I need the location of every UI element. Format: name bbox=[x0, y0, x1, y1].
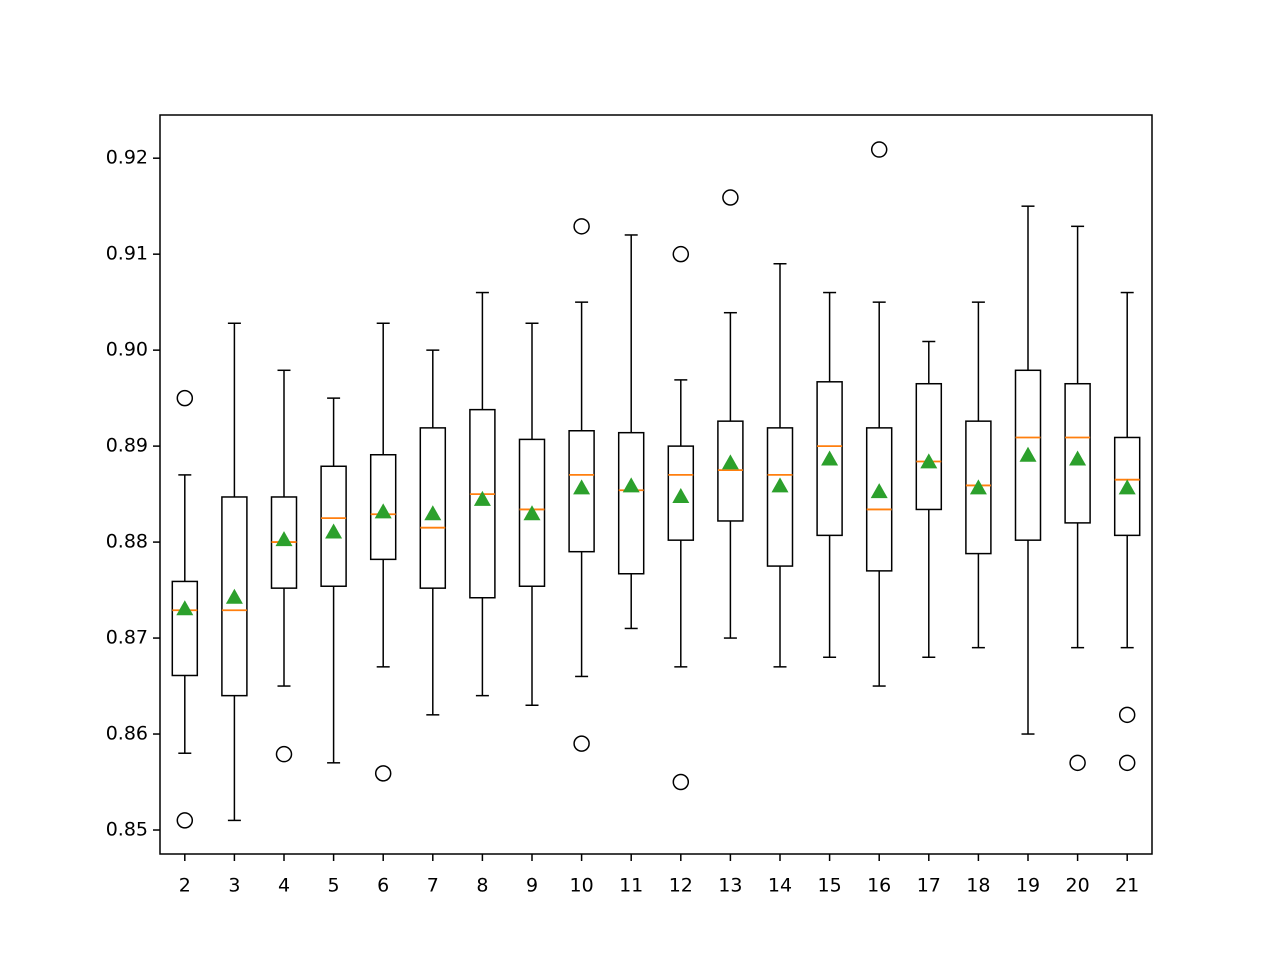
box bbox=[221, 496, 248, 697]
box bbox=[1113, 436, 1141, 537]
mean-marker bbox=[225, 588, 243, 604]
mean-marker bbox=[622, 477, 640, 493]
box bbox=[1064, 382, 1091, 524]
x-tick-label: 15 bbox=[818, 875, 842, 897]
mean-marker bbox=[1118, 479, 1136, 495]
box bbox=[369, 453, 397, 561]
mean-marker bbox=[325, 523, 343, 539]
x-tick-label: 10 bbox=[570, 875, 594, 897]
y-tick-label: 0.85 bbox=[106, 819, 148, 841]
x-tick-label: 16 bbox=[867, 875, 891, 897]
mean-marker bbox=[275, 531, 293, 547]
box bbox=[667, 445, 695, 541]
outlier bbox=[672, 245, 690, 263]
outlier bbox=[1118, 754, 1136, 772]
outlier bbox=[374, 765, 392, 782]
y-tick-label: 0.90 bbox=[106, 339, 148, 361]
outlier bbox=[672, 773, 690, 791]
mean-marker bbox=[821, 450, 839, 466]
y-tick-label: 0.88 bbox=[106, 531, 148, 553]
outlier bbox=[870, 141, 888, 158]
box bbox=[568, 430, 595, 553]
box bbox=[865, 427, 893, 572]
box bbox=[320, 465, 347, 587]
outlier bbox=[722, 189, 739, 206]
x-tick-label: 4 bbox=[278, 875, 290, 897]
x-tick-label: 11 bbox=[619, 875, 643, 897]
box bbox=[518, 438, 546, 587]
outlier bbox=[1069, 754, 1086, 772]
outlier bbox=[1118, 706, 1136, 724]
outlier bbox=[176, 389, 194, 407]
y-tick-label: 0.87 bbox=[106, 627, 148, 649]
y-tick-label: 0.86 bbox=[106, 723, 148, 745]
x-tick-label: 7 bbox=[427, 875, 439, 897]
x-tick-label: 20 bbox=[1066, 875, 1090, 897]
box bbox=[1014, 369, 1042, 541]
box bbox=[419, 427, 447, 589]
outlier bbox=[275, 745, 293, 763]
mean-marker bbox=[1019, 446, 1037, 462]
box bbox=[766, 427, 794, 567]
x-tick-label: 9 bbox=[526, 875, 538, 897]
mean-marker bbox=[176, 600, 194, 616]
y-tick-label: 0.89 bbox=[106, 435, 148, 457]
x-tick-label: 6 bbox=[377, 875, 389, 897]
x-tick-label: 12 bbox=[669, 875, 693, 897]
y-tick-label: 0.91 bbox=[106, 243, 148, 265]
box bbox=[915, 382, 943, 511]
mean-marker bbox=[771, 477, 789, 493]
box bbox=[469, 408, 496, 599]
x-tick-label: 21 bbox=[1115, 875, 1139, 897]
x-tick-label: 14 bbox=[768, 875, 792, 897]
mean-marker bbox=[473, 490, 491, 506]
x-tick-label: 19 bbox=[1016, 875, 1040, 897]
mean-marker bbox=[573, 479, 591, 495]
mean-marker bbox=[870, 483, 888, 499]
outlier bbox=[573, 735, 590, 752]
outlier bbox=[176, 812, 194, 829]
mean-marker bbox=[721, 454, 739, 470]
x-tick-label: 8 bbox=[476, 875, 488, 897]
box bbox=[717, 420, 744, 522]
mean-marker bbox=[374, 503, 392, 519]
x-tick-label: 18 bbox=[966, 875, 990, 897]
mean-marker bbox=[920, 453, 938, 469]
x-tick-label: 3 bbox=[228, 875, 240, 897]
box bbox=[617, 431, 645, 575]
x-tick-label: 5 bbox=[328, 875, 340, 897]
x-tick-label: 13 bbox=[718, 875, 742, 897]
y-tick-label: 0.92 bbox=[106, 147, 148, 169]
mean-marker bbox=[523, 505, 541, 521]
box bbox=[171, 580, 199, 677]
mean-marker bbox=[1069, 450, 1087, 466]
box bbox=[816, 381, 843, 537]
mean-marker bbox=[672, 487, 690, 503]
x-tick-label: 2 bbox=[179, 875, 191, 897]
outlier bbox=[573, 218, 590, 235]
mean-marker bbox=[424, 505, 442, 521]
mean-marker bbox=[969, 479, 987, 495]
plot-frame bbox=[159, 114, 1153, 855]
box bbox=[965, 420, 992, 555]
x-tick-label: 17 bbox=[917, 875, 941, 897]
